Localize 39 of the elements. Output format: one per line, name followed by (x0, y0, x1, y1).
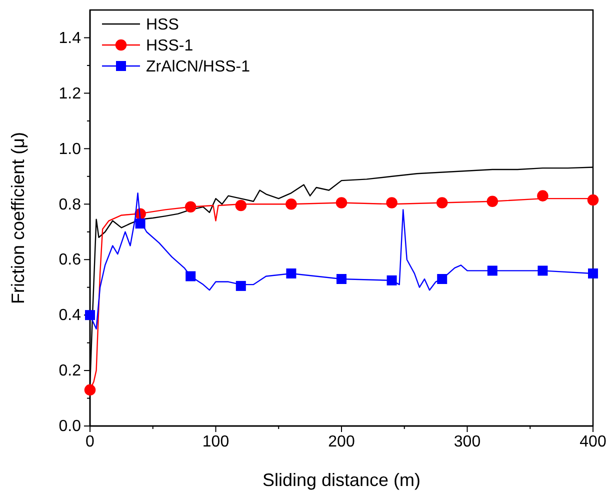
y-tick-label: 0.2 (58, 362, 82, 380)
x-tick-label: 300 (454, 433, 481, 450)
y-tick-label: 0.6 (58, 252, 82, 269)
legend-label: ZrAlCN/HSS-1 (146, 58, 250, 76)
y-tick-label: 0.0 (58, 418, 82, 436)
x-tick-label: 200 (328, 433, 355, 450)
point (386, 197, 398, 208)
point (336, 197, 348, 208)
y-tick-label: 0.8 (58, 196, 82, 214)
point (538, 266, 548, 276)
y-axis-title: Friction coefficient (μ) (8, 132, 28, 304)
point (486, 196, 498, 207)
point (186, 271, 196, 282)
legend-label: HSS-1 (146, 38, 194, 55)
point (85, 310, 95, 320)
point (436, 197, 448, 208)
x-tick-label: 400 (580, 433, 606, 450)
y-tick-label: 1.2 (58, 85, 82, 102)
y-tick-label: 1.0 (58, 140, 82, 158)
legend-label: HSS (146, 16, 179, 34)
x-tick-label: 100 (202, 433, 230, 450)
x-tick-label: 0 (86, 433, 95, 450)
y-tick-label: 0.4 (58, 307, 82, 324)
point (537, 190, 548, 202)
point (135, 218, 146, 229)
y-tick-label: 1.4 (58, 30, 82, 47)
point (235, 200, 247, 212)
point (236, 280, 246, 291)
point (286, 268, 296, 278)
point (588, 268, 598, 278)
point (336, 274, 346, 284)
point (184, 201, 196, 213)
point (84, 384, 96, 396)
x-axis-title: Sliding distance (m) (262, 470, 421, 490)
point (437, 274, 448, 284)
point (587, 194, 599, 206)
point (487, 266, 498, 276)
point (286, 198, 297, 210)
point (386, 275, 397, 286)
